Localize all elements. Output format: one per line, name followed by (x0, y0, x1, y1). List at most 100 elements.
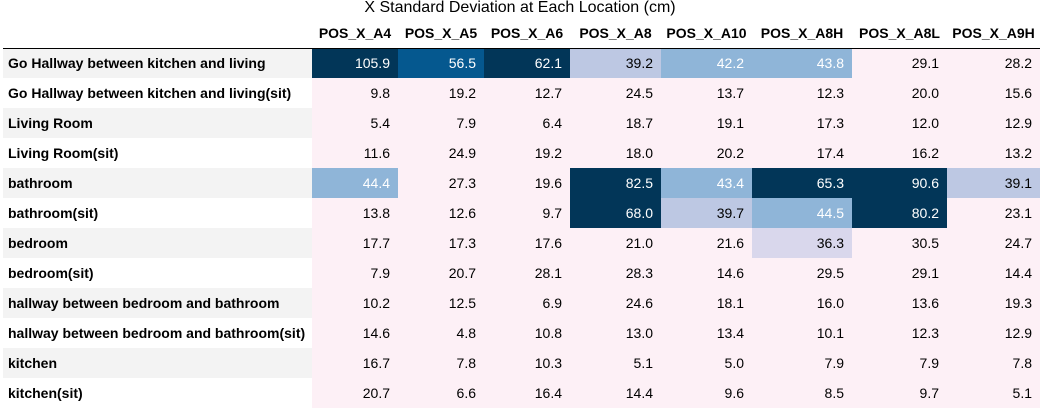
table-row: Living Room(sit) 11.6 24.9 19.2 18.0 20.2 17.4… (3, 138, 1040, 168)
table-row: kitchen(sit) 20.7 6.6 16.4 14.4 9.6 8.5 9.7 5.1 (3, 378, 1040, 408)
heatmap-cell: 15.6 (947, 78, 1040, 108)
row-label: Go Hallway between kitchen and living (3, 48, 312, 78)
heatmap-cell: 23.1 (947, 198, 1040, 228)
column-header: POS_X_A8L (852, 18, 947, 49)
heatmap-cell: 4.8 (398, 318, 484, 348)
column-header: POS_X_A10 (661, 18, 752, 49)
heatmap-cell: 19.2 (484, 138, 570, 168)
heatmap-cell: 56.5 (398, 48, 484, 78)
heatmap-cell: 30.5 (852, 228, 947, 258)
heatmap-cell: 12.7 (484, 78, 570, 108)
heatmap-cell: 28.1 (484, 258, 570, 288)
heatmap-table: POS_X_A4 POS_X_A5 POS_X_A6 POS_X_A8 POS_X_A1… (3, 18, 1040, 408)
row-label: Living Room(sit) (3, 138, 312, 168)
heatmap-cell: 20.2 (661, 138, 752, 168)
heatmap-cell: 13.8 (312, 198, 398, 228)
heatmap-cell: 28.2 (947, 48, 1040, 78)
table-row: bedroom 17.7 17.3 17.6 21.0 21.6 36.3 30.5 24.7 (3, 228, 1040, 258)
heatmap-cell: 65.3 (752, 168, 852, 198)
heatmap-cell: 80.2 (852, 198, 947, 228)
heatmap-cell: 8.5 (752, 378, 852, 408)
heatmap-cell: 13.0 (570, 318, 661, 348)
heatmap-cell: 12.9 (947, 108, 1040, 138)
table-row: bathroom 44.4 27.3 19.6 82.5 43.4 65.3 90.6 39.1 (3, 168, 1040, 198)
heatmap-cell: 10.1 (752, 318, 852, 348)
heatmap-cell: 16.0 (752, 288, 852, 318)
heatmap-cell: 18.7 (570, 108, 661, 138)
heatmap-cell: 9.6 (661, 378, 752, 408)
heatmap-cell: 39.2 (570, 48, 661, 78)
table-row: Living Room 5.4 7.9 6.4 18.7 19.1 17.3 12.0 12.9 (3, 108, 1040, 138)
heatmap-cell: 7.8 (398, 348, 484, 378)
heatmap-cell: 29.1 (852, 258, 947, 288)
heatmap-cell: 11.6 (312, 138, 398, 168)
table-row: Go Hallway between kitchen and living(si… (3, 78, 1040, 108)
heatmap-cell: 29.5 (752, 258, 852, 288)
heatmap-cell: 7.9 (398, 108, 484, 138)
heatmap-cell: 5.0 (661, 348, 752, 378)
heatmap-cell: 24.7 (947, 228, 1040, 258)
heatmap-cell: 5.1 (947, 378, 1040, 408)
heatmap-cell: 6.9 (484, 288, 570, 318)
heatmap-cell: 7.9 (852, 348, 947, 378)
heatmap-cell: 44.4 (312, 168, 398, 198)
heatmap-cell: 17.6 (484, 228, 570, 258)
table-row: hallway between bedroom and bathroom 10.2… (3, 288, 1040, 318)
column-header: POS_X_A8 (570, 18, 661, 49)
heatmap-cell: 19.1 (661, 108, 752, 138)
column-header: POS_X_A9H (947, 18, 1040, 49)
row-label: bedroom(sit) (3, 258, 312, 288)
heatmap-cell: 17.3 (398, 228, 484, 258)
heatmap-cell: 19.2 (398, 78, 484, 108)
heatmap-cell: 7.9 (312, 258, 398, 288)
heatmap-cell: 12.3 (752, 78, 852, 108)
row-label: bathroom(sit) (3, 198, 312, 228)
heatmap-cell: 16.2 (852, 138, 947, 168)
heatmap-cell: 13.2 (947, 138, 1040, 168)
heatmap-cell: 62.1 (484, 48, 570, 78)
table-row: hallway between bedroom and bathroom(sit… (3, 318, 1040, 348)
heatmap-cell: 5.4 (312, 108, 398, 138)
heatmap-cell: 10.8 (484, 318, 570, 348)
heatmap-cell: 21.0 (570, 228, 661, 258)
heatmap-cell: 14.6 (312, 318, 398, 348)
heatmap-cell: 68.0 (570, 198, 661, 228)
heatmap-cell: 13.6 (852, 288, 947, 318)
heatmap-cell: 20.7 (398, 258, 484, 288)
header-corner (3, 18, 312, 49)
heatmap-cell: 24.5 (570, 78, 661, 108)
heatmap-cell: 12.3 (852, 318, 947, 348)
table-row: bathroom(sit) 13.8 12.6 9.7 68.0 39.7 44.5 80.2… (3, 198, 1040, 228)
heatmap-cell: 39.7 (661, 198, 752, 228)
table-row: bedroom(sit) 7.9 20.7 28.1 28.3 14.6 29.5 29.1 1… (3, 258, 1040, 288)
row-label: Go Hallway between kitchen and living(si… (3, 78, 312, 108)
heatmap-cell: 24.6 (570, 288, 661, 318)
heatmap-cell: 17.4 (752, 138, 852, 168)
table-row: kitchen 16.7 7.8 10.3 5.1 5.0 7.9 7.9 7.8 (3, 348, 1040, 378)
heatmap-cell: 28.3 (570, 258, 661, 288)
heatmap-cell: 7.8 (947, 348, 1040, 378)
heatmap-cell: 105.9 (312, 48, 398, 78)
heatmap-cell: 10.3 (484, 348, 570, 378)
heatmap-cell: 43.4 (661, 168, 752, 198)
heatmap-cell: 17.3 (752, 108, 852, 138)
table-row: Go Hallway between kitchen and living 105… (3, 48, 1040, 78)
heatmap-cell: 16.7 (312, 348, 398, 378)
heatmap-cell: 12.5 (398, 288, 484, 318)
heatmap-cell: 9.8 (312, 78, 398, 108)
row-label: bedroom (3, 228, 312, 258)
heatmap-cell: 29.1 (852, 48, 947, 78)
heatmap-cell: 20.0 (852, 78, 947, 108)
row-label: bathroom (3, 168, 312, 198)
heatmap-cell: 21.6 (661, 228, 752, 258)
heatmap-cell: 36.3 (752, 228, 852, 258)
heatmap-cell: 20.7 (312, 378, 398, 408)
row-label: hallway between bedroom and bathroom(sit… (3, 318, 312, 348)
column-header: POS_X_A4 (312, 18, 398, 49)
heatmap-cell: 39.1 (947, 168, 1040, 198)
column-header: POS_X_A8H (752, 18, 852, 49)
heatmap-cell: 42.2 (661, 48, 752, 78)
heatmap-cell: 44.5 (752, 198, 852, 228)
heatmap-cell: 13.7 (661, 78, 752, 108)
heatmap-cell: 27.3 (398, 168, 484, 198)
